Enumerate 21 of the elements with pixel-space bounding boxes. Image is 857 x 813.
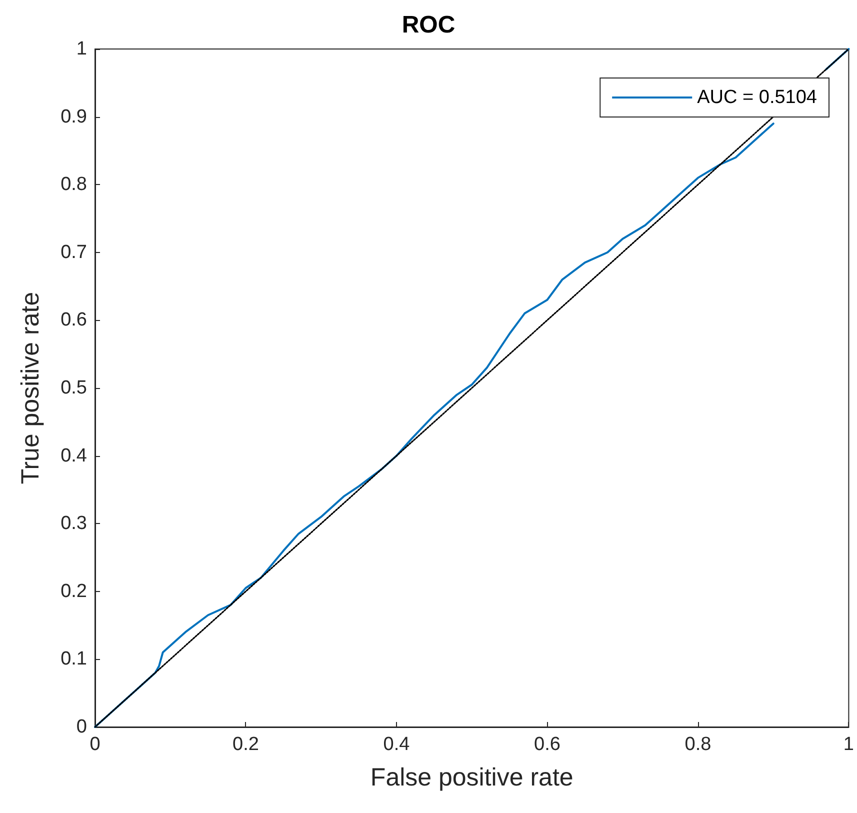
y-tick-label: 0.1	[60, 648, 87, 670]
y-tick-label: 0.5	[60, 378, 87, 398]
x-tick-label: 0.8	[684, 734, 712, 755]
x-tick-label: 0.2	[232, 734, 259, 755]
y-tick-label: 0.6	[60, 310, 87, 331]
y-axis-title: True positive rate	[16, 292, 44, 484]
y-tick-label: 0.3	[60, 513, 87, 534]
x-tick-label: 0.4	[383, 734, 410, 755]
x-tick-label: 0.6	[534, 734, 560, 755]
x-tick-label: 1	[843, 734, 854, 755]
chart-title: ROC	[402, 12, 456, 38]
y-tick-label: 1	[76, 38, 87, 60]
x-tick-label: 0	[90, 734, 100, 755]
y-tick-label: 0.8	[60, 174, 87, 196]
legend-label: AUC = 0.5104	[697, 87, 818, 108]
y-tick-label: 0.2	[60, 580, 87, 602]
y-tick-label: 0.9	[60, 106, 87, 128]
y-tick-label: 0	[76, 716, 87, 738]
x-axis-title: False positive rate	[370, 764, 574, 792]
y-tick-label: 0.4	[60, 445, 88, 466]
y-tick-label: 0.7	[60, 242, 87, 263]
